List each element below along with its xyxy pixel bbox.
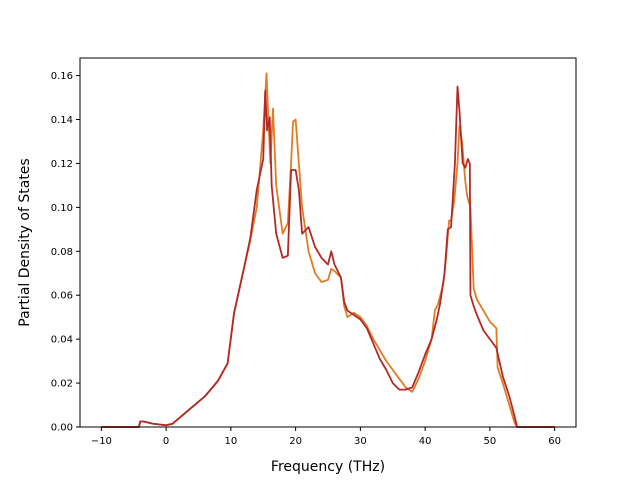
series-layer xyxy=(101,72,555,428)
series-line-2 xyxy=(101,85,555,428)
y-tick-label: 0.12 xyxy=(51,159,73,170)
y-tick-label: 0.10 xyxy=(51,203,73,214)
plot-background xyxy=(80,58,576,427)
x-axis-label: Frequency (THz) xyxy=(271,459,385,475)
y-tick-label: 0.14 xyxy=(51,115,73,126)
y-tick-label: 0.02 xyxy=(51,379,73,390)
y-tick-label: 0.00 xyxy=(51,423,73,434)
x-tick-label: 0 xyxy=(163,436,169,447)
plot-frame xyxy=(79,57,577,428)
y-axis-label: Partial Density of States xyxy=(17,158,33,326)
x-tick-label: 60 xyxy=(548,436,561,447)
tick-layer: −10 0 10 20 30 40 50 60 0.00 0.02 0.04 0.06 0.08 0.10… xyxy=(51,71,561,447)
x-tick-label: 50 xyxy=(484,436,497,447)
x-tick-label: 30 xyxy=(354,436,367,447)
y-tick-label: 0.16 xyxy=(51,71,73,82)
y-tick-label: 0.04 xyxy=(51,335,73,346)
x-tick-label: −10 xyxy=(91,436,112,447)
x-tick-label: 10 xyxy=(225,436,238,447)
y-tick-label: 0.08 xyxy=(51,247,73,258)
x-tick-label: 20 xyxy=(289,436,302,447)
x-tick-label: 40 xyxy=(419,436,432,447)
y-tick-label: 0.06 xyxy=(51,291,73,302)
